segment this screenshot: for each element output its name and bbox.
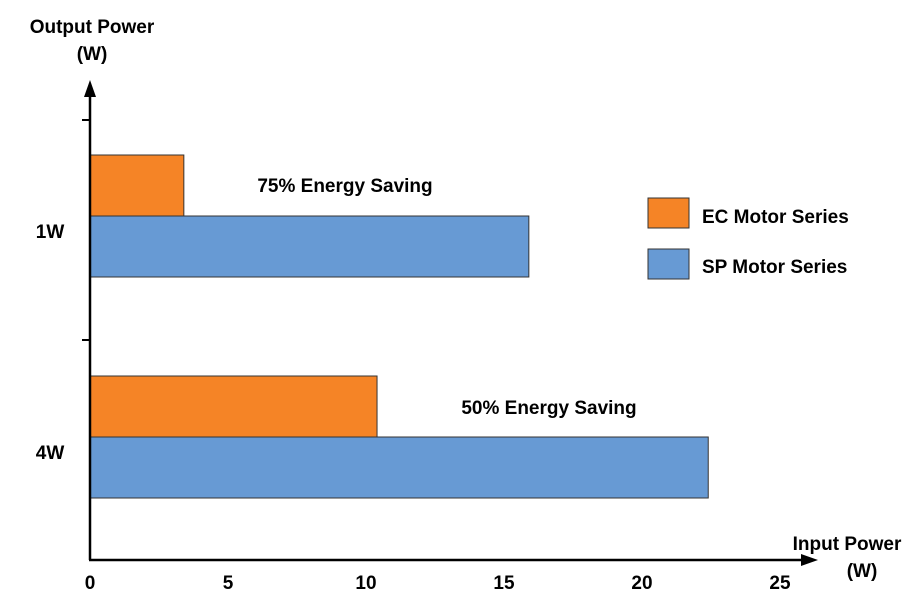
y-axis-title-line2: (W) <box>77 44 108 65</box>
legend-swatch-sp <box>647 248 690 280</box>
legend-label-sp: SP Motor Series <box>702 257 847 278</box>
bar-sp-1w <box>89 215 530 278</box>
legend-label-ec: EC Motor Series <box>702 207 849 228</box>
annotation-50-saving: 50% Energy Saving <box>461 398 636 419</box>
category-label-1w: 1W <box>36 222 65 243</box>
x-tick-label: 0 <box>85 573 96 594</box>
x-tick-label: 5 <box>223 573 234 594</box>
x-axis-title-line1: Input Power <box>793 534 902 555</box>
bar-ec-4w <box>89 375 378 438</box>
legend: EC Motor Series SP Motor Series <box>647 197 849 280</box>
x-tick-label: 15 <box>493 573 515 594</box>
annotation-75-saving: 75% Energy Saving <box>257 176 432 197</box>
x-axis-title-line2: (W) <box>847 561 878 582</box>
bar-ec-1w <box>89 154 185 217</box>
x-tick-label: 10 <box>355 573 376 594</box>
legend-swatch-ec <box>647 197 690 229</box>
bars-layer <box>89 154 709 499</box>
category-label-4w: 4W <box>36 443 65 464</box>
y-axis-arrow <box>84 80 96 97</box>
x-tick-labels: 0 5 10 15 20 25 <box>85 573 791 594</box>
bar-sp-4w <box>89 436 709 499</box>
y-axis-title-line1: Output Power <box>30 17 155 38</box>
x-tick-label: 20 <box>631 573 652 594</box>
x-axis-arrow <box>801 554 818 566</box>
x-tick-label: 25 <box>769 573 791 594</box>
